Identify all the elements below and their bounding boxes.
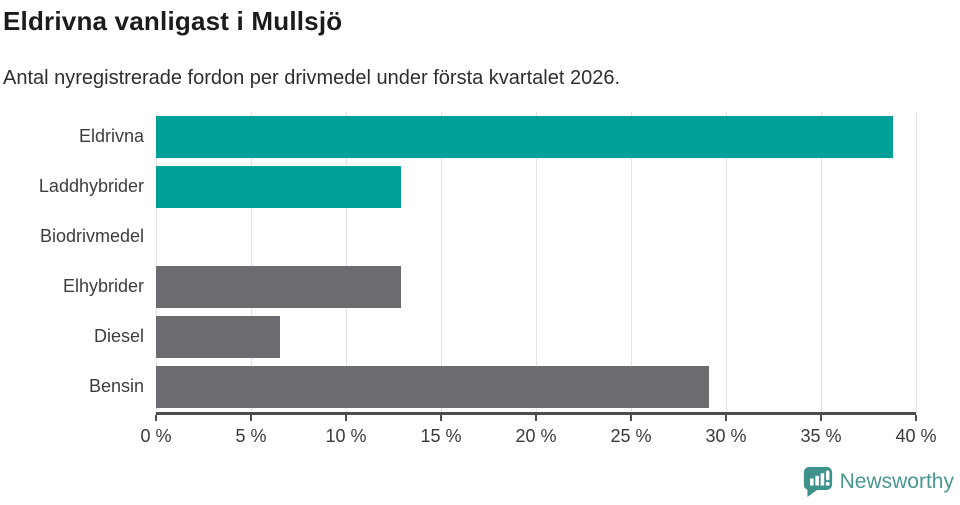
chart-title: Eldrivna vanligast i Mullsjö bbox=[3, 6, 343, 36]
bar-track bbox=[156, 315, 916, 358]
bar bbox=[156, 165, 402, 208]
gridline bbox=[726, 111, 727, 412]
category-label: Diesel bbox=[93, 326, 144, 346]
gridline bbox=[156, 111, 157, 412]
bar bbox=[156, 115, 894, 158]
gridline bbox=[631, 111, 632, 412]
tick-label: 5 % bbox=[235, 425, 267, 446]
chart-subtitle: Antal nyregistrerade fordon per drivmede… bbox=[3, 66, 621, 89]
gridline bbox=[536, 111, 537, 412]
gridline bbox=[441, 111, 442, 412]
bar-track bbox=[156, 115, 916, 158]
footer: Newsworthy bbox=[803, 466, 954, 498]
bar-track bbox=[156, 165, 916, 208]
bar-row: Biodrivmedel bbox=[0, 212, 960, 262]
tick-label: 30 % bbox=[705, 425, 747, 446]
newsworthy-logo[interactable]: Newsworthy bbox=[803, 466, 954, 498]
gridline bbox=[821, 111, 822, 412]
tick-mark bbox=[725, 414, 727, 421]
category-label: Elhybrider bbox=[62, 276, 144, 296]
bar-chart: Eldrivna Laddhybrider Biodrivmedel Elhybrid… bbox=[0, 111, 960, 446]
tick-label: 35 % bbox=[800, 425, 842, 446]
tick-mark bbox=[345, 414, 347, 421]
bar bbox=[156, 265, 402, 308]
logo-bar-3 bbox=[820, 473, 824, 486]
tick-label: 10 % bbox=[325, 425, 367, 446]
tick-mark bbox=[440, 414, 442, 421]
tick-mark bbox=[250, 414, 252, 421]
category-label: Laddhybrider bbox=[38, 176, 144, 196]
category-label: Biodrivmedel bbox=[39, 226, 144, 246]
bar-row: Eldrivna bbox=[0, 112, 960, 162]
logo-bar-2 bbox=[814, 475, 819, 486]
tick-label: 20 % bbox=[515, 425, 557, 446]
newsworthy-logo-icon bbox=[803, 467, 832, 497]
bar-track bbox=[156, 265, 916, 308]
category-label: Bensin bbox=[88, 376, 144, 396]
x-axis: 0 % 5 % 10 % 15 % 20 % 25 % 30 % 35 % 40 % bbox=[140, 411, 937, 446]
plot-rows: Eldrivna Laddhybrider Biodrivmedel Elhybrid… bbox=[0, 112, 960, 412]
tick-mark bbox=[820, 414, 822, 421]
bar bbox=[156, 315, 280, 358]
logo-exclamation-dot bbox=[825, 481, 830, 486]
bar-row: Elhybrider bbox=[0, 262, 960, 312]
bar bbox=[156, 365, 709, 408]
bar-track bbox=[156, 216, 916, 258]
tick-label: 40 % bbox=[895, 425, 937, 446]
category-label: Eldrivna bbox=[78, 126, 144, 146]
tick-mark bbox=[535, 414, 537, 421]
logo-exclamation-stem bbox=[825, 470, 830, 481]
gridline bbox=[251, 111, 252, 412]
gridlines bbox=[156, 111, 917, 412]
tick-mark bbox=[915, 414, 917, 421]
logo-bar-1 bbox=[809, 478, 814, 486]
gridline bbox=[916, 111, 917, 412]
tick-mark bbox=[630, 414, 632, 421]
bar-row: Bensin bbox=[0, 362, 960, 412]
tick-label: 0 % bbox=[140, 425, 172, 446]
tick-mark bbox=[155, 414, 157, 421]
bar-row: Diesel bbox=[0, 312, 960, 362]
tick-label: 25 % bbox=[610, 425, 652, 446]
gridline bbox=[346, 111, 347, 412]
bar-row: Laddhybrider bbox=[0, 162, 960, 212]
newsworthy-brand-text: Newsworthy bbox=[839, 470, 954, 493]
tick-label: 15 % bbox=[420, 425, 462, 446]
bar-track bbox=[156, 365, 916, 408]
